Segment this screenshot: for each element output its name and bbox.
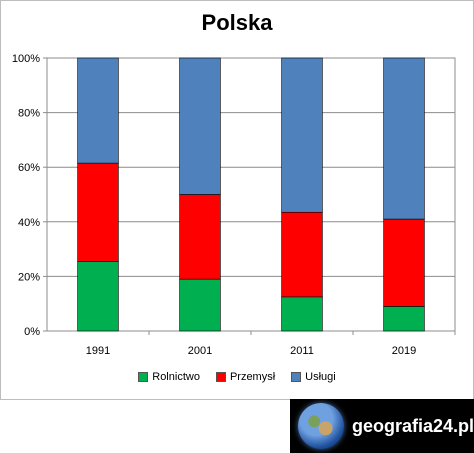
brand-badge: geografia24.pl [290, 399, 474, 453]
legend-swatch [138, 372, 149, 382]
brand-text: geografia24.pl [351, 415, 474, 436]
bar-segment [179, 57, 221, 195]
legend-swatch [291, 372, 302, 382]
y-tick-label: 60% [18, 162, 40, 174]
bar-segment [383, 57, 425, 220]
legend-item: Usługi [291, 371, 336, 383]
bar-segment [281, 57, 323, 213]
bar-segment [77, 57, 119, 164]
y-tick-label: 40% [18, 217, 40, 229]
legend-label: Usługi [305, 371, 336, 383]
y-tick-label: 80% [18, 108, 40, 120]
bar-segment [281, 211, 323, 298]
legend-label: Rolnictwo [152, 371, 200, 383]
x-tick-label: 2011 [290, 345, 314, 357]
stacked-bar-chart: 0% 20% 40% 60% 80% 100% 1991 2001 2011 2019 [12, 53, 456, 357]
bar-segment [383, 218, 425, 307]
y-tick-label: 100% [12, 53, 40, 65]
y-tick-label: 20% [18, 271, 40, 283]
legend-swatch [215, 372, 226, 382]
bar-segment [77, 261, 119, 332]
x-tick-label: 2001 [188, 345, 212, 357]
x-tick-label: 2019 [392, 345, 416, 357]
bar-segment [179, 278, 221, 332]
bar-segment [281, 296, 323, 332]
legend-item: Przemysł [215, 371, 276, 383]
legend-label: Przemysł [229, 371, 276, 383]
chart-legend: Rolnictwo Przemysł Usługi [0, 371, 474, 383]
bar-segment [179, 194, 221, 280]
chart-title: Polska [201, 10, 273, 35]
legend-item: Rolnictwo [138, 371, 200, 383]
x-tick-label: 1991 [86, 345, 110, 357]
globe-icon [298, 403, 344, 449]
bar-segment [383, 306, 425, 332]
y-tick-label: 0% [24, 326, 40, 338]
bar-segment [77, 162, 119, 262]
